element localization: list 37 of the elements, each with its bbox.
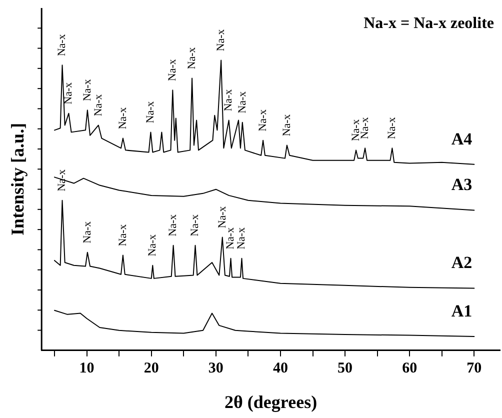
annotation: Na-x xyxy=(189,214,202,236)
annotation: Na-x xyxy=(236,90,248,114)
x-tick-label: 50 xyxy=(338,360,353,376)
annotation: Na-x xyxy=(56,34,68,56)
x-axis-title: 2θ (degrees) xyxy=(224,392,318,412)
series-label: A2 xyxy=(451,253,472,272)
annotation: Na-x xyxy=(256,108,269,132)
annotation: Na-x xyxy=(280,114,293,136)
annotation: Na-x xyxy=(116,106,129,130)
x-tick-label: 60 xyxy=(402,360,418,376)
x-tick-label: 30 xyxy=(208,360,224,376)
annotation: Na-x xyxy=(146,234,159,256)
x-tick-label: 40 xyxy=(272,360,288,376)
annotation: Na-x xyxy=(81,220,94,244)
annotation: Na-x xyxy=(116,224,129,246)
annotation: Na-x xyxy=(236,226,248,250)
annotation: Na-x xyxy=(144,100,157,124)
text: Na-x = Na-x zeolite xyxy=(364,15,494,32)
annotation: Na-x xyxy=(81,78,94,102)
annotation: Na-x xyxy=(166,58,179,82)
series-label: A3 xyxy=(451,175,472,194)
x-tick-label: 10 xyxy=(79,360,94,376)
annotation: Na-x xyxy=(216,206,228,228)
annotation: Na-x xyxy=(186,46,198,70)
series-label: A4 xyxy=(451,129,473,148)
series-label: A1 xyxy=(451,301,472,320)
annotation: Na-x xyxy=(386,116,398,140)
annotation: Na-x xyxy=(92,94,104,116)
annotation: Na-x xyxy=(62,82,75,104)
annotation: Na-x xyxy=(167,214,180,236)
annotation: Na-x xyxy=(222,88,235,112)
x-tick-label: 20 xyxy=(144,360,159,376)
x-tick-label: 70 xyxy=(466,360,482,376)
annotation: Na-x xyxy=(224,226,237,250)
y-axis-title: Intensity [a.u.] xyxy=(7,122,28,236)
annotation: Na-x xyxy=(214,28,227,52)
annotation: Na-x xyxy=(56,168,68,192)
